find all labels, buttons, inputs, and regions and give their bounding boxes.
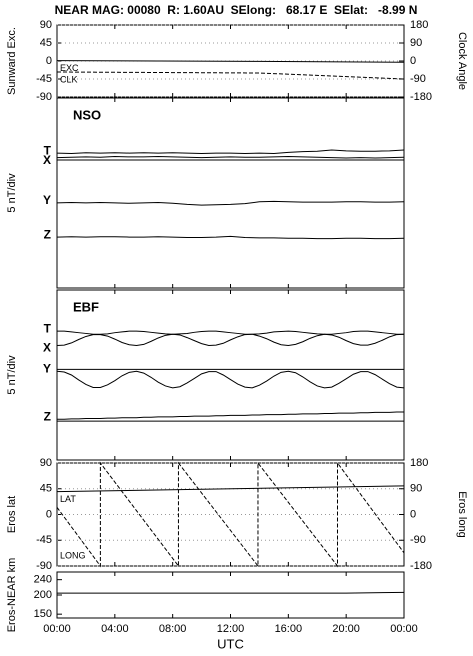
y2-tick-label: 90 [410, 37, 422, 49]
series-label: CLK [60, 74, 78, 84]
series-line [56, 156, 405, 159]
header-title: NEAR MAG: 00080 R: 1.60AU SElong: 68.17 … [55, 3, 418, 17]
series-line [56, 461, 405, 568]
y2-tick-label: 180 [410, 457, 428, 469]
y-axis-label: 5 nT/div [6, 355, 18, 395]
series-line [56, 60, 405, 63]
y-tick-label: -45 [36, 73, 52, 85]
y2-tick-label: 0 [410, 55, 416, 67]
series-line [56, 235, 405, 240]
trace-label: Z [44, 227, 51, 241]
panel-frame [56, 571, 405, 619]
y-axis-label: Eros lat [6, 496, 18, 533]
y-tick-label: -45 [36, 534, 52, 546]
y2-tick-label: 180 [410, 19, 428, 31]
panel-title: NSO [73, 107, 101, 122]
y-tick-label: 200 [34, 589, 52, 601]
y-tick-label: 0 [46, 55, 52, 67]
series-label: EXC [60, 63, 79, 73]
y2-axis-label: Eros long [456, 491, 468, 537]
trace-label: Z [44, 409, 51, 423]
series-line [57, 591, 405, 594]
y-tick-label: -90 [36, 91, 52, 103]
y-axis-label: Sunward Exc. [6, 27, 18, 95]
series-line [56, 71, 405, 80]
y2-tick-label: -90 [410, 534, 426, 546]
y-tick-label: 150 [34, 608, 52, 620]
series-line [57, 330, 404, 335]
series-label: LAT [60, 494, 76, 504]
series-line [56, 149, 405, 154]
y2-tick-label: 0 [410, 508, 416, 520]
y2-tick-label: -180 [410, 91, 432, 103]
series-line [56, 370, 405, 389]
y-tick-label: -90 [36, 560, 52, 572]
y2-tick-label: -90 [410, 73, 426, 85]
y-tick-label: 0 [46, 508, 52, 520]
y-tick-label: 45 [40, 37, 52, 49]
panel-title: EBF [73, 299, 99, 314]
trace-label: X [43, 153, 51, 167]
panel-frame [56, 97, 405, 289]
x-tick-label: 12:00 [217, 623, 245, 635]
x-tick-label: 04:00 [101, 623, 129, 635]
y-axis-label: 5 nT/div [6, 173, 18, 213]
series-line [56, 333, 405, 347]
y-axis-label: Eros-NEAR km [6, 558, 18, 633]
x-tick-label: 08:00 [159, 623, 187, 635]
x-axis-label: UTC [217, 636, 244, 651]
trace-label: Y [43, 193, 51, 207]
y2-tick-label: 90 [410, 483, 422, 495]
trace-label: Y [43, 361, 51, 375]
y-tick-label: 90 [40, 19, 52, 31]
series-line [56, 200, 405, 206]
series-line [56, 485, 405, 493]
y-tick-label: 45 [40, 483, 52, 495]
series-line [57, 411, 404, 420]
trace-label: X [43, 341, 51, 355]
x-tick-label: 00:00 [43, 623, 71, 635]
y-tick-label: 90 [40, 457, 52, 469]
series-label: LONG [60, 550, 86, 560]
y-tick-label: 240 [34, 574, 52, 586]
x-tick-label: 16:00 [275, 623, 303, 635]
trace-label: T [44, 143, 52, 157]
x-tick-label: 00:00 [390, 623, 418, 635]
y2-axis-label: Clock Angle [456, 32, 468, 90]
trace-label: T [44, 321, 52, 335]
y2-tick-label: -180 [410, 560, 432, 572]
x-tick-label: 20:00 [332, 623, 360, 635]
